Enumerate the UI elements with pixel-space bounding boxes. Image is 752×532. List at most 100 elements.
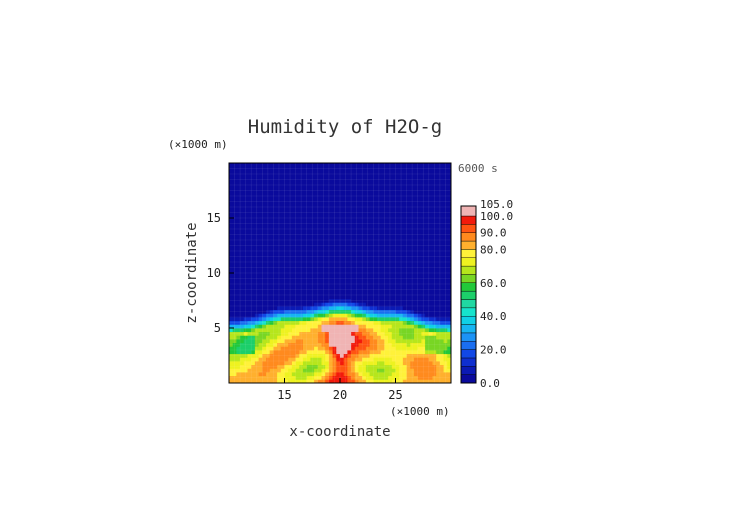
heatmap-cell <box>384 276 389 281</box>
heatmap-cell <box>377 273 382 278</box>
heatmap-cell <box>343 177 348 182</box>
heatmap-cell <box>291 170 296 175</box>
heatmap-cell <box>365 174 370 179</box>
heatmap-cell <box>310 302 315 307</box>
heatmap-cell <box>447 210 452 215</box>
heatmap-cell <box>439 185 444 190</box>
heatmap-cell <box>277 364 282 369</box>
heatmap-cell <box>236 346 241 351</box>
heatmap-cell <box>266 379 271 384</box>
heatmap-cell <box>425 335 430 340</box>
heatmap-cell <box>388 221 393 226</box>
heatmap-cell <box>428 177 433 182</box>
heatmap-cell <box>432 368 437 373</box>
heatmap-cell <box>395 229 400 234</box>
heatmap-cell <box>354 232 359 237</box>
heatmap-cell <box>425 280 430 285</box>
heatmap-cell <box>306 375 311 380</box>
heatmap-cell <box>277 163 282 168</box>
heatmap-cell <box>369 254 374 259</box>
heatmap-cell <box>251 265 256 270</box>
heatmap-cell <box>295 181 300 186</box>
heatmap-cell <box>243 251 248 256</box>
heatmap-cell <box>240 232 245 237</box>
heatmap-cell <box>447 361 452 366</box>
heatmap-cell <box>388 174 393 179</box>
heatmap-cell <box>306 166 311 171</box>
heatmap-cell <box>399 203 404 208</box>
heatmap-cell <box>373 254 378 259</box>
heatmap-cell <box>347 269 352 274</box>
heatmap-cell <box>391 174 396 179</box>
heatmap-cell <box>269 295 274 300</box>
heatmap-cell <box>369 262 374 267</box>
heatmap-cell <box>232 232 237 237</box>
heatmap-cell <box>273 379 278 384</box>
heatmap-cell <box>299 353 304 358</box>
heatmap-cell <box>428 196 433 201</box>
heatmap-cell <box>240 258 245 263</box>
heatmap-cell <box>414 368 419 373</box>
heatmap-cell <box>384 240 389 245</box>
heatmap-cell <box>380 251 385 256</box>
heatmap-cell <box>428 295 433 300</box>
heatmap-cell <box>284 262 289 267</box>
heatmap-cell <box>310 210 315 215</box>
heatmap-cell <box>432 232 437 237</box>
heatmap-cell <box>358 185 363 190</box>
heatmap-cell <box>399 280 404 285</box>
heatmap-cell <box>277 313 282 318</box>
heatmap-cell <box>332 199 337 204</box>
heatmap-cell <box>254 196 259 201</box>
heatmap-cell <box>240 284 245 289</box>
heatmap-cell <box>410 273 415 278</box>
heatmap-cell <box>406 353 411 358</box>
heatmap-cell <box>443 298 448 303</box>
heatmap-cell <box>254 174 259 179</box>
heatmap-cell <box>254 302 259 307</box>
heatmap-cell <box>232 287 237 292</box>
heatmap-cell <box>243 221 248 226</box>
heatmap-cell <box>369 207 374 212</box>
heatmap-cell <box>325 306 330 311</box>
heatmap-cell <box>277 199 282 204</box>
heatmap-cell <box>443 302 448 307</box>
heatmap-cell <box>421 218 426 223</box>
heatmap-cell <box>317 317 322 322</box>
heatmap-cell <box>391 166 396 171</box>
heatmap-cell <box>354 199 359 204</box>
heatmap-cell <box>325 324 330 329</box>
heatmap-cell <box>402 166 407 171</box>
heatmap-cell <box>273 199 278 204</box>
heatmap-cell <box>251 170 256 175</box>
heatmap-cell <box>240 368 245 373</box>
heatmap-cell <box>343 185 348 190</box>
heatmap-cell <box>251 273 256 278</box>
heatmap-cell <box>362 214 367 219</box>
heatmap-cell <box>384 203 389 208</box>
heatmap-cell <box>380 276 385 281</box>
heatmap-cell <box>306 324 311 329</box>
heatmap-cell <box>362 331 367 336</box>
heatmap-cell <box>391 324 396 329</box>
heatmap-cell <box>325 328 330 333</box>
heatmap-cell <box>380 243 385 248</box>
heatmap-cell <box>269 185 274 190</box>
heatmap-cell <box>321 342 326 347</box>
heatmap-cell <box>443 309 448 314</box>
heatmap-cell <box>325 342 330 347</box>
heatmap-cell <box>343 280 348 285</box>
heatmap-cell <box>332 207 337 212</box>
heatmap-cell <box>280 203 285 208</box>
heatmap-cell <box>447 196 452 201</box>
heatmap-cell <box>343 328 348 333</box>
heatmap-cell <box>421 309 426 314</box>
heatmap-cell <box>247 309 252 314</box>
heatmap-cell <box>369 236 374 241</box>
heatmap-cell <box>266 166 271 171</box>
heatmap-cell <box>273 229 278 234</box>
heatmap-cell <box>388 203 393 208</box>
heatmap-cell <box>343 309 348 314</box>
heatmap-cell <box>332 192 337 197</box>
heatmap-cell <box>414 188 419 193</box>
